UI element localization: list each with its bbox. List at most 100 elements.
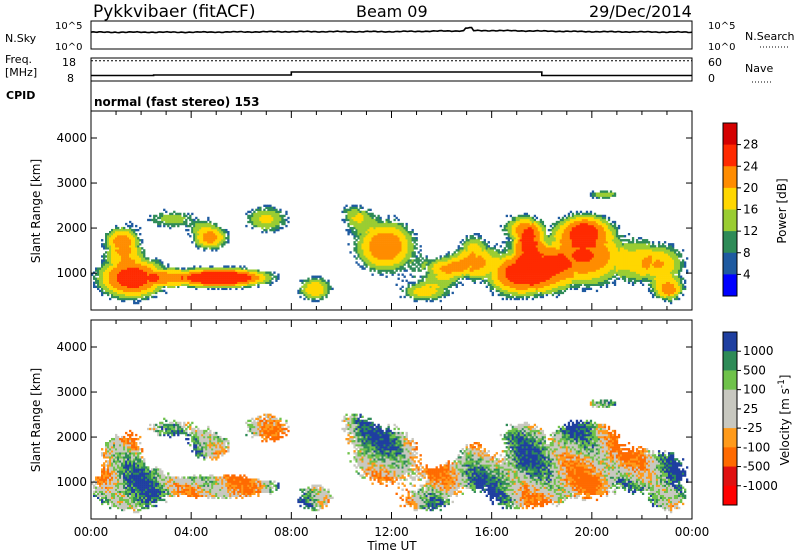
power-cell — [199, 228, 202, 232]
power-cell — [389, 255, 392, 258]
power-cell — [539, 277, 543, 280]
power-cell — [405, 251, 408, 254]
power-cell — [201, 283, 204, 286]
power-cell — [507, 253, 510, 256]
power-cell — [301, 281, 304, 284]
power-cell — [349, 220, 352, 224]
power-cell — [241, 281, 244, 284]
power-cell — [517, 222, 521, 226]
power-cell — [123, 237, 126, 240]
power-cell — [155, 265, 158, 268]
power-cell — [543, 237, 547, 240]
power-cell — [373, 220, 376, 224]
power-cell — [119, 289, 122, 293]
power-cell — [445, 269, 448, 272]
power-cell — [551, 259, 555, 262]
power-cell — [391, 255, 394, 258]
power-cell — [549, 271, 553, 274]
power-cell — [123, 243, 126, 246]
power-cell — [105, 285, 108, 289]
power-cell — [263, 281, 266, 284]
power-cell — [445, 253, 448, 256]
power-cell — [123, 281, 126, 284]
power-cell — [187, 216, 190, 220]
power-cell — [219, 243, 222, 246]
power-cell — [193, 281, 196, 284]
power-cell — [233, 269, 236, 272]
power-cell — [393, 237, 396, 240]
power-cell — [541, 257, 545, 260]
power-cell — [201, 243, 204, 246]
power-cell — [109, 259, 112, 262]
power-cell — [497, 269, 500, 272]
power-cell — [419, 285, 422, 289]
power-cell — [465, 277, 468, 280]
power-cell — [387, 253, 390, 256]
power-cell — [561, 263, 565, 266]
power-cell — [241, 275, 244, 278]
power-cell — [407, 249, 410, 252]
power-cell — [525, 243, 529, 246]
power-cell — [465, 235, 468, 238]
power-cell — [101, 261, 104, 264]
power-cell — [359, 257, 362, 260]
power-cell — [129, 285, 132, 289]
power-cell — [137, 285, 140, 289]
power-cell — [365, 210, 368, 214]
power-cell — [111, 295, 114, 299]
power-cell — [501, 265, 504, 268]
power-cell — [375, 230, 378, 234]
power-cell — [519, 224, 523, 228]
power-cell — [209, 237, 212, 240]
power-cell — [471, 265, 474, 268]
power-cell — [159, 285, 162, 289]
power-cell — [395, 255, 398, 258]
power-cell — [189, 235, 192, 238]
power-cell — [551, 230, 555, 234]
power-cell — [503, 283, 506, 286]
power-cell — [209, 247, 212, 250]
power-cell — [123, 273, 126, 276]
power-cell — [513, 297, 516, 301]
power-cell — [417, 251, 420, 254]
power-cell — [171, 224, 174, 228]
power-cell — [437, 281, 440, 284]
power-cell — [509, 245, 512, 248]
power-cell — [419, 293, 422, 297]
power-cell — [439, 279, 442, 282]
power-cell — [191, 212, 194, 216]
power-cell — [221, 228, 224, 232]
power-cell — [511, 287, 514, 291]
power-cell — [197, 277, 200, 280]
power-cell — [121, 245, 124, 248]
power-cell — [127, 253, 130, 256]
power-cell — [375, 255, 378, 258]
power-cell — [211, 273, 214, 276]
power-cell — [435, 259, 438, 262]
power-cell — [501, 279, 504, 282]
power-cell — [463, 253, 466, 256]
power-cell — [443, 279, 446, 282]
power-cell — [265, 222, 268, 226]
power-cell — [471, 249, 474, 252]
power-cell — [183, 269, 186, 272]
power-cell — [545, 267, 549, 270]
power-cell — [395, 259, 398, 262]
power-cell — [265, 220, 268, 224]
power-cell — [153, 283, 156, 286]
power-cell — [385, 261, 388, 264]
power-cell — [457, 269, 460, 272]
power-cell — [181, 271, 184, 274]
power-cell — [415, 287, 418, 291]
power-cell — [105, 269, 108, 272]
power-cell — [513, 287, 516, 291]
power-cell — [515, 241, 519, 244]
power-cell — [431, 273, 434, 276]
power-cell — [109, 287, 112, 291]
power-cell — [223, 267, 226, 270]
power-cell — [469, 237, 472, 240]
power-cell — [549, 291, 553, 295]
power-cell — [473, 255, 476, 258]
power-cell — [387, 224, 390, 228]
power-cell — [121, 253, 124, 256]
